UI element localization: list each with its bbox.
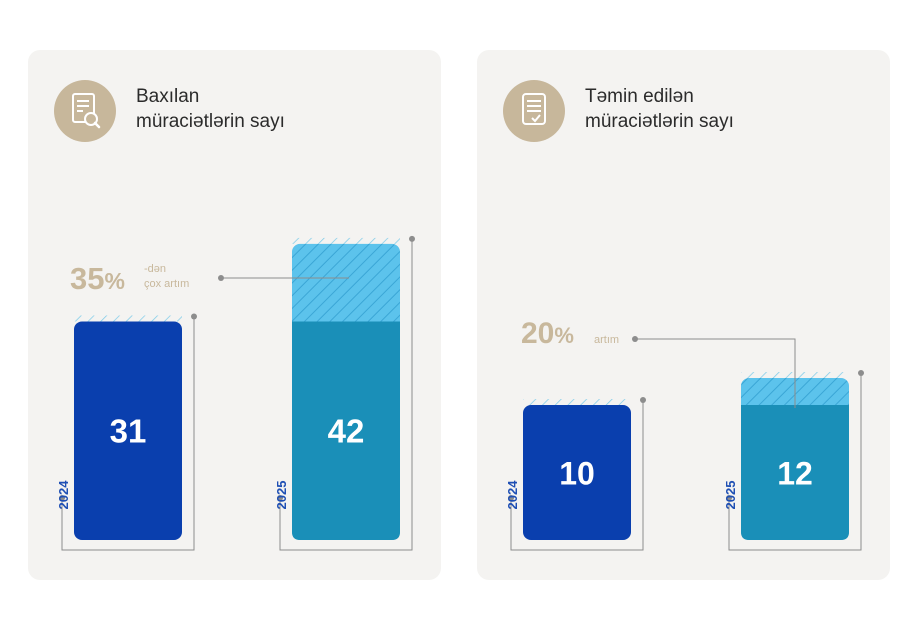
frame-dot <box>191 313 197 320</box>
annotation-dot <box>218 275 224 281</box>
chart-title-line-2: müraciətlərin sayı <box>136 111 285 132</box>
chart-title-line-2: müraciətlərin sayı <box>585 111 734 132</box>
bar-hatch-cap <box>523 399 631 405</box>
frame-dot <box>508 495 514 501</box>
year-label: 2024 <box>56 480 71 510</box>
document-check-icon <box>503 80 565 142</box>
increase-note-line-2: çox artım <box>144 278 189 290</box>
document-search-icon <box>54 80 116 142</box>
bar-value-label: 31 <box>110 413 147 450</box>
frame-dot <box>640 397 646 403</box>
increase-annotation: 35% -dən çox artım <box>70 261 349 296</box>
bar-chart-granted: 10 2024 12 2025 20% artım <box>505 317 864 551</box>
bar-chart-reviewed: 31 2024 42 2025 35% -dən çox artım <box>56 235 415 551</box>
bar-2024 <box>523 405 631 540</box>
chart-title-line-1: Təmin edilən <box>585 86 694 107</box>
bar-frame-line <box>510 400 644 551</box>
frame-dot <box>409 235 415 242</box>
bar-frame-line <box>61 316 195 551</box>
increase-annotation: 20% artım <box>521 317 796 408</box>
frame-dot <box>858 370 864 376</box>
increase-percent: 20% <box>521 317 574 350</box>
year-label: 2024 <box>505 480 520 510</box>
year-label: 2025 <box>723 481 738 510</box>
chart-card-reviewed: Baxılan müraciətlərin sayı 31 2024 42 2025 … <box>28 50 441 580</box>
bar-hatch-cap <box>292 237 400 244</box>
increase-percent: 35% <box>70 261 125 296</box>
increase-note-line-1: -dən <box>144 263 166 275</box>
chart-card-granted: Təmin edilən müraciətlərin sayı 10 2024 12… <box>477 50 890 580</box>
bar-value-label: 42 <box>328 413 365 450</box>
bar-value-label: 10 <box>559 456 595 492</box>
bar-2025 <box>741 405 849 540</box>
year-label: 2025 <box>274 481 289 510</box>
increase-note-line-1: artım <box>594 334 619 346</box>
chart-title-line-1: Baxılan <box>136 86 200 107</box>
bar-2024 <box>74 321 182 540</box>
bar-value-label: 12 <box>777 456 813 492</box>
annotation-dot <box>632 336 638 342</box>
chart-title: Baxılan müraciətlərin sayı <box>136 84 426 134</box>
bar-frame-line <box>728 373 862 551</box>
frame-dot <box>59 495 65 501</box>
chart-title: Təmin edilən müraciətlərin sayı <box>585 84 875 134</box>
bar-2025 <box>292 321 400 540</box>
frame-dot <box>726 495 732 501</box>
frame-dot <box>277 495 283 501</box>
bar-hatch-cap <box>74 315 182 322</box>
bar-frame-line <box>279 238 413 551</box>
